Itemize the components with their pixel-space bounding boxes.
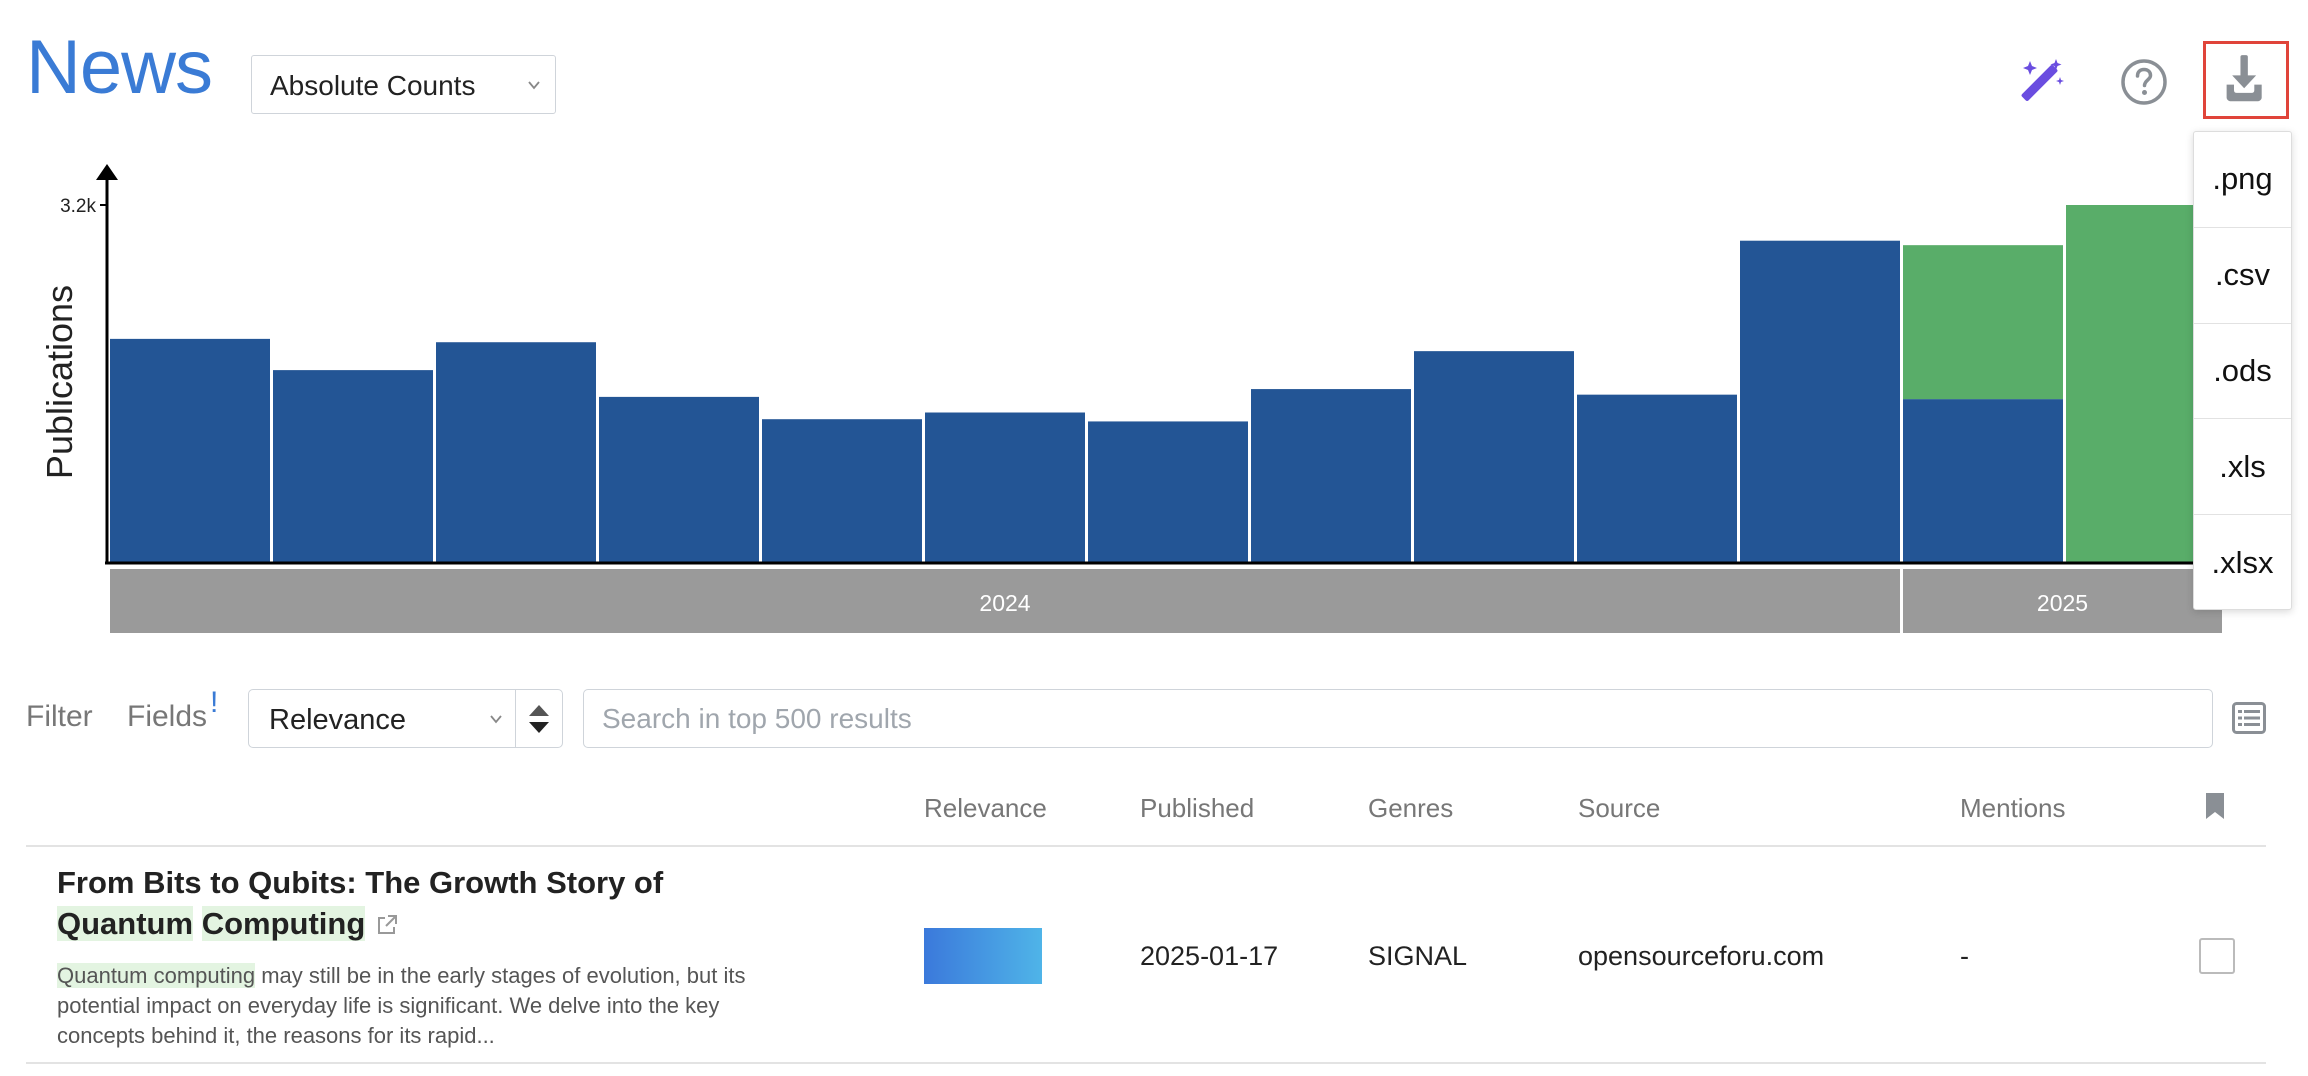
download-icon: [2226, 55, 2262, 102]
article-title-link[interactable]: From Bits to Qubits: The Growth Story of…: [57, 862, 777, 944]
bar-2024-10-series-0[interactable]: [1577, 394, 1737, 562]
filter-button[interactable]: Filter: [26, 700, 93, 733]
column-header-source[interactable]: Source: [1578, 793, 1661, 823]
bar-2024-01-series-0[interactable]: [110, 338, 270, 562]
column-header-genres[interactable]: Genres: [1368, 793, 1454, 823]
fields-label: Fields: [127, 700, 208, 733]
help-icon[interactable]: [2119, 57, 2169, 107]
bar-2024-05-series-0[interactable]: [762, 419, 922, 562]
bar-2024-02-series-0[interactable]: [273, 370, 433, 562]
bar-2024-08-series-0[interactable]: [1251, 389, 1411, 562]
sort-arrows-icon[interactable]: [526, 702, 552, 736]
article-title-highlight: Computing: [201, 906, 366, 941]
genre-cell: SIGNAL: [1368, 941, 1468, 971]
mode-select[interactable]: Absolute Counts: [251, 55, 556, 114]
search-input[interactable]: [583, 689, 2213, 748]
bar-2024-12-series-0[interactable]: [1903, 399, 2063, 562]
bar-2024-06-series-0[interactable]: [925, 412, 1085, 562]
sort-divider: [515, 690, 516, 747]
export-menu: .png .csv .ods .xls .xlsx: [2193, 131, 2292, 610]
chevron-down-icon: [490, 715, 502, 724]
download-button[interactable]: [2203, 41, 2289, 119]
mode-select-value: Absolute Counts: [270, 70, 476, 101]
bookmark-checkbox[interactable]: [2199, 938, 2235, 974]
table-header-divider: [26, 845, 2266, 847]
row-divider: [26, 1062, 2266, 1064]
year-band-label: 2025: [2037, 590, 2088, 616]
bar-2024-03-series-0[interactable]: [436, 342, 596, 562]
page-title: News: [26, 25, 213, 110]
export-item-xls[interactable]: .xls: [2194, 419, 2291, 516]
article-title-text: From Bits to Qubits: The Growth Story of: [57, 865, 664, 900]
export-item-xlsx[interactable]: .xlsx: [2211, 545, 2274, 581]
export-item-png[interactable]: .png: [2194, 132, 2291, 228]
bookmark-icon: [2206, 793, 2224, 819]
fields-warning-badge: !: [210, 686, 219, 719]
bar-2024-12-series-1[interactable]: [1903, 245, 2063, 400]
relevance-bar: [924, 928, 1042, 984]
article-title-highlight: Quantum: [57, 906, 194, 941]
bar-2024-04-series-0[interactable]: [599, 396, 759, 562]
column-header-relevance[interactable]: Relevance: [924, 793, 1047, 823]
column-header-published[interactable]: Published: [1140, 793, 1255, 823]
bar-2024-11-series-0[interactable]: [1740, 240, 1900, 562]
year-band-label: 2024: [979, 590, 1030, 616]
article-snippet: Quantum computing may still be in the ea…: [57, 961, 787, 1051]
source-cell[interactable]: opensourceforu.com: [1578, 941, 1825, 971]
year-band-2024[interactable]: [110, 569, 1900, 633]
list-view-icon[interactable]: [2232, 702, 2266, 734]
column-header-mentions[interactable]: Mentions: [1960, 793, 2066, 823]
sort-select-value: Relevance: [269, 704, 407, 736]
export-item-ods[interactable]: .ods: [2194, 324, 2291, 420]
export-item-csv[interactable]: .csv: [2194, 228, 2291, 324]
chevron-down-icon: [528, 81, 540, 90]
y-axis-arrow: [96, 164, 118, 180]
snippet-highlight: Quantum computing: [57, 963, 256, 988]
external-link-icon[interactable]: [375, 913, 399, 937]
y-tick-label: 3.2k: [60, 196, 96, 217]
sort-select[interactable]: Relevance: [248, 689, 563, 748]
bar-2024-09-series-0[interactable]: [1414, 351, 1574, 562]
bar-2024-07-series-0[interactable]: [1088, 421, 1248, 562]
magic-wand-icon[interactable]: [2016, 55, 2068, 107]
mentions-cell: -: [1960, 941, 1969, 971]
snippet-text: may still be in the early stages of evol…: [57, 963, 746, 1048]
publications-chart: 3.2k 2024 2025: [60, 164, 2229, 633]
published-date: 2025-01-17: [1140, 941, 1279, 971]
fields-button[interactable]: Fields!: [127, 686, 218, 734]
year-band-2025[interactable]: [1903, 569, 2222, 633]
